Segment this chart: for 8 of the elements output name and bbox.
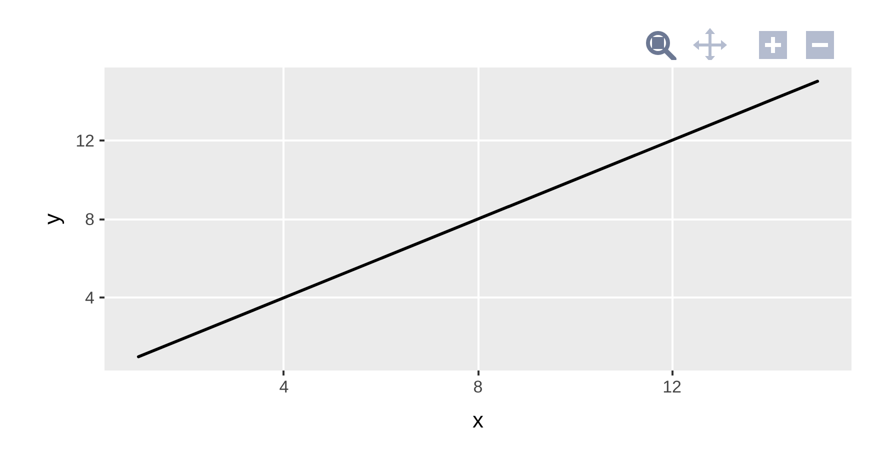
y-axis-title: y [40,214,65,224]
y-tick-label: 4 [85,288,95,308]
x-axis-title: x [472,408,484,432]
x-tick-label: 4 [279,378,289,396]
x-tick-label: 12 [662,378,682,396]
x-tick-label: 8 [473,378,483,396]
y-tick-label: 8 [85,210,95,229]
y-tick-label: 12 [76,131,95,150]
